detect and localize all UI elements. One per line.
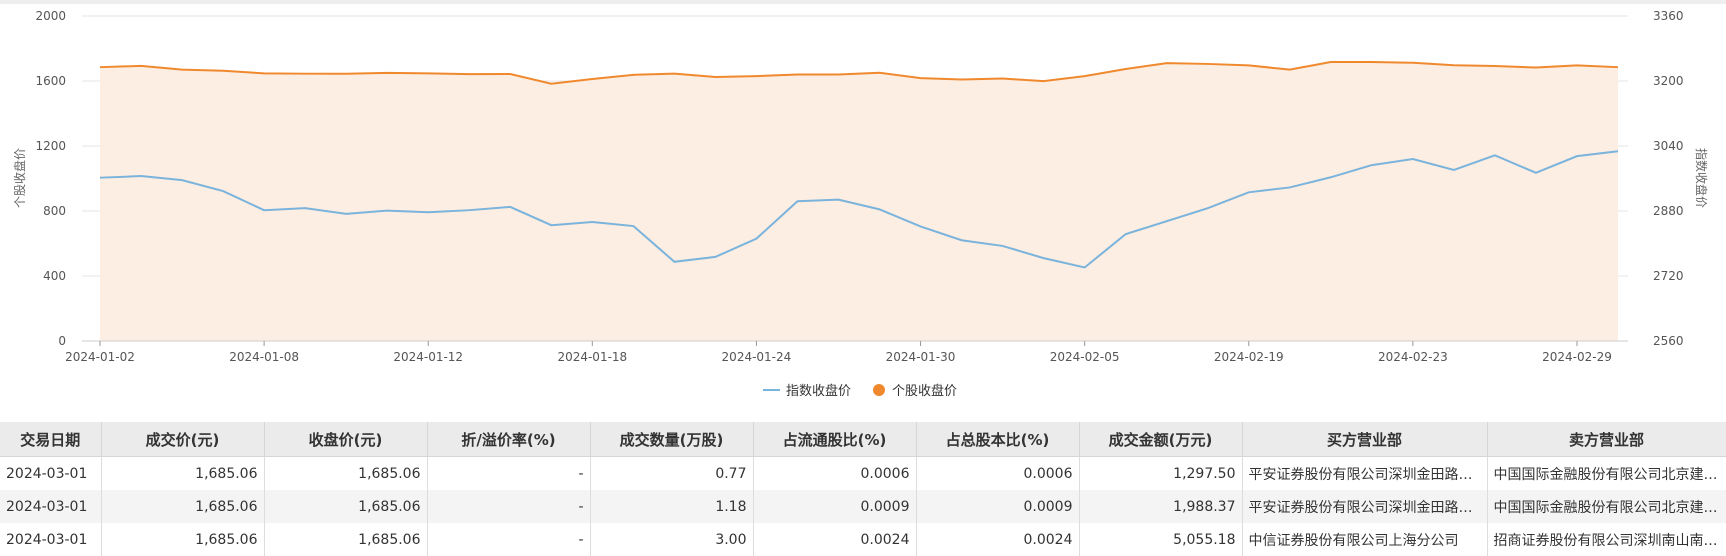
y-right-tick-label: 2560	[1653, 334, 1684, 348]
legend-item-stock[interactable]: 个股收盘价	[873, 383, 957, 399]
top-border	[0, 0, 1726, 4]
x-tick-label: 2024-02-29	[1542, 350, 1612, 364]
cell-seller[interactable]: 中国国际金融股份有限公司北京建国门外大街证券营业部	[1487, 490, 1726, 523]
table-row: 2024-03-01 1,685.06 1,685.06 - 3.00 0.00…	[0, 523, 1726, 556]
column-header[interactable]: 买方营业部	[1242, 422, 1488, 457]
series-lines	[99, 60, 1619, 269]
legend-label-index: 指数收盘价	[786, 383, 851, 399]
stock-price-area-fill	[100, 61, 1618, 342]
column-header[interactable]: 卖方营业部	[1487, 422, 1726, 457]
x-tick-label: 2024-01-12	[393, 350, 463, 364]
x-tick-label: 2024-02-19	[1214, 350, 1284, 364]
column-header[interactable]: 成交数量(万股)	[590, 422, 754, 457]
cell-date: 2024-03-01	[0, 456, 102, 490]
column-header[interactable]: 交易日期	[0, 422, 102, 457]
price-line-chart: 2024-01-02 2024-01-08 2024-01-12 2024-01-18…	[12, 9, 1709, 399]
cell-amount: 5,055.18	[1079, 523, 1243, 556]
column-header[interactable]: 占流通股比(%)	[753, 422, 917, 457]
cell-volume: 1.18	[590, 490, 754, 523]
cell-amount: 1,988.37	[1079, 490, 1243, 523]
cell-total-ratio: 0.0009	[916, 490, 1080, 523]
cell-deal-price: 1,685.06	[101, 523, 265, 556]
x-tick-label: 2024-01-30	[886, 350, 956, 364]
column-header[interactable]: 折/溢价率(%)	[427, 422, 591, 457]
y-left-tick-label: 800	[43, 204, 66, 218]
y-axis-left: 0 400 800 1200 1600 2000	[35, 9, 66, 348]
cell-amount: 1,297.50	[1079, 456, 1243, 490]
cell-seller[interactable]: 中国国际金融股份有限公司北京建国门外大街证券营业部	[1487, 456, 1726, 490]
cell-date: 2024-03-01	[0, 523, 102, 556]
cell-total-ratio: 0.0024	[916, 523, 1080, 556]
table-row: 2024-03-01 1,685.06 1,685.06 - 1.18 0.00…	[0, 490, 1726, 523]
table-row: 2024-03-01 1,685.06 1,685.06 - 0.77 0.00…	[0, 456, 1726, 490]
cell-premium-rate: -	[427, 523, 591, 556]
y-right-tick-label: 3040	[1653, 139, 1684, 153]
cell-volume: 3.00	[590, 523, 754, 556]
y-left-tick-label: 0	[58, 334, 66, 348]
column-header[interactable]: 成交金额(万元)	[1079, 422, 1243, 457]
table-header-row: 交易日期 成交价(元) 收盘价(元) 折/溢价率(%) 成交数量(万股) 占流通…	[0, 422, 1726, 457]
y-axis-right: 2560 2720 2880 3040 3200 3360	[1653, 9, 1684, 348]
cell-date: 2024-03-01	[0, 490, 102, 523]
column-header[interactable]: 成交价(元)	[101, 422, 265, 457]
y-left-tick-label: 1200	[35, 139, 66, 153]
legend-label-stock: 个股收盘价	[892, 383, 957, 399]
y-right-tick-label: 3200	[1653, 74, 1684, 88]
x-tick-label: 2024-01-18	[557, 350, 627, 364]
cell-float-ratio: 0.0006	[753, 456, 917, 490]
y-right-tick-label: 3360	[1653, 9, 1684, 23]
column-header[interactable]: 占总股本比(%)	[916, 422, 1080, 457]
y-right-tick-label: 2880	[1653, 204, 1684, 218]
block-trade-table: 交易日期 成交价(元) 收盘价(元) 折/溢价率(%) 成交数量(万股) 占流通…	[0, 422, 1726, 556]
cell-buyer[interactable]: 中信证券股份有限公司上海分公司	[1242, 523, 1488, 556]
x-tick-label: 2024-01-08	[229, 350, 299, 364]
cell-buyer[interactable]: 平安证券股份有限公司深圳金田路证券营业部	[1242, 456, 1488, 490]
y-left-tick-label: 2000	[35, 9, 66, 23]
column-header[interactable]: 收盘价(元)	[264, 422, 428, 457]
cell-seller[interactable]: 招商证券股份有限公司深圳南山南油大道证券营业部	[1487, 523, 1726, 556]
x-tick-label: 2024-01-24	[722, 350, 792, 364]
cell-float-ratio: 0.0009	[753, 490, 917, 523]
y-axis-left-title: 个股收盘价	[12, 148, 27, 208]
y-axis-right-title: 指数收盘价	[1694, 148, 1709, 208]
chart-legend: 指数收盘价 个股收盘价	[763, 383, 957, 399]
cell-close-price: 1,685.06	[264, 523, 428, 556]
x-tick-label: 2024-01-02	[65, 350, 135, 364]
y-right-tick-label: 2720	[1653, 269, 1684, 283]
series-line-stock	[99, 60, 1619, 85]
series-line-index	[99, 150, 1619, 269]
cell-premium-rate: -	[427, 456, 591, 490]
cell-deal-price: 1,685.06	[101, 490, 265, 523]
cell-volume: 0.77	[590, 456, 754, 490]
cell-deal-price: 1,685.06	[101, 456, 265, 490]
cell-premium-rate: -	[427, 490, 591, 523]
cell-close-price: 1,685.06	[264, 456, 428, 490]
y-left-tick-label: 400	[43, 269, 66, 283]
legend-item-index[interactable]: 指数收盘价	[763, 383, 851, 399]
cell-total-ratio: 0.0006	[916, 456, 1080, 490]
x-axis: 2024-01-02 2024-01-08 2024-01-12 2024-01-18…	[65, 340, 1628, 364]
block-trade-table-container: 交易日期 成交价(元) 收盘价(元) 折/溢价率(%) 成交数量(万股) 占流通…	[0, 422, 1726, 556]
x-tick-label: 2024-02-23	[1378, 350, 1448, 364]
cell-close-price: 1,685.06	[264, 490, 428, 523]
y-left-tick-label: 1600	[35, 74, 66, 88]
legend-dot-icon	[873, 384, 885, 396]
cell-float-ratio: 0.0024	[753, 523, 917, 556]
x-tick-label: 2024-02-05	[1050, 350, 1120, 364]
cell-buyer[interactable]: 平安证券股份有限公司深圳金田路证券营业部	[1242, 490, 1488, 523]
